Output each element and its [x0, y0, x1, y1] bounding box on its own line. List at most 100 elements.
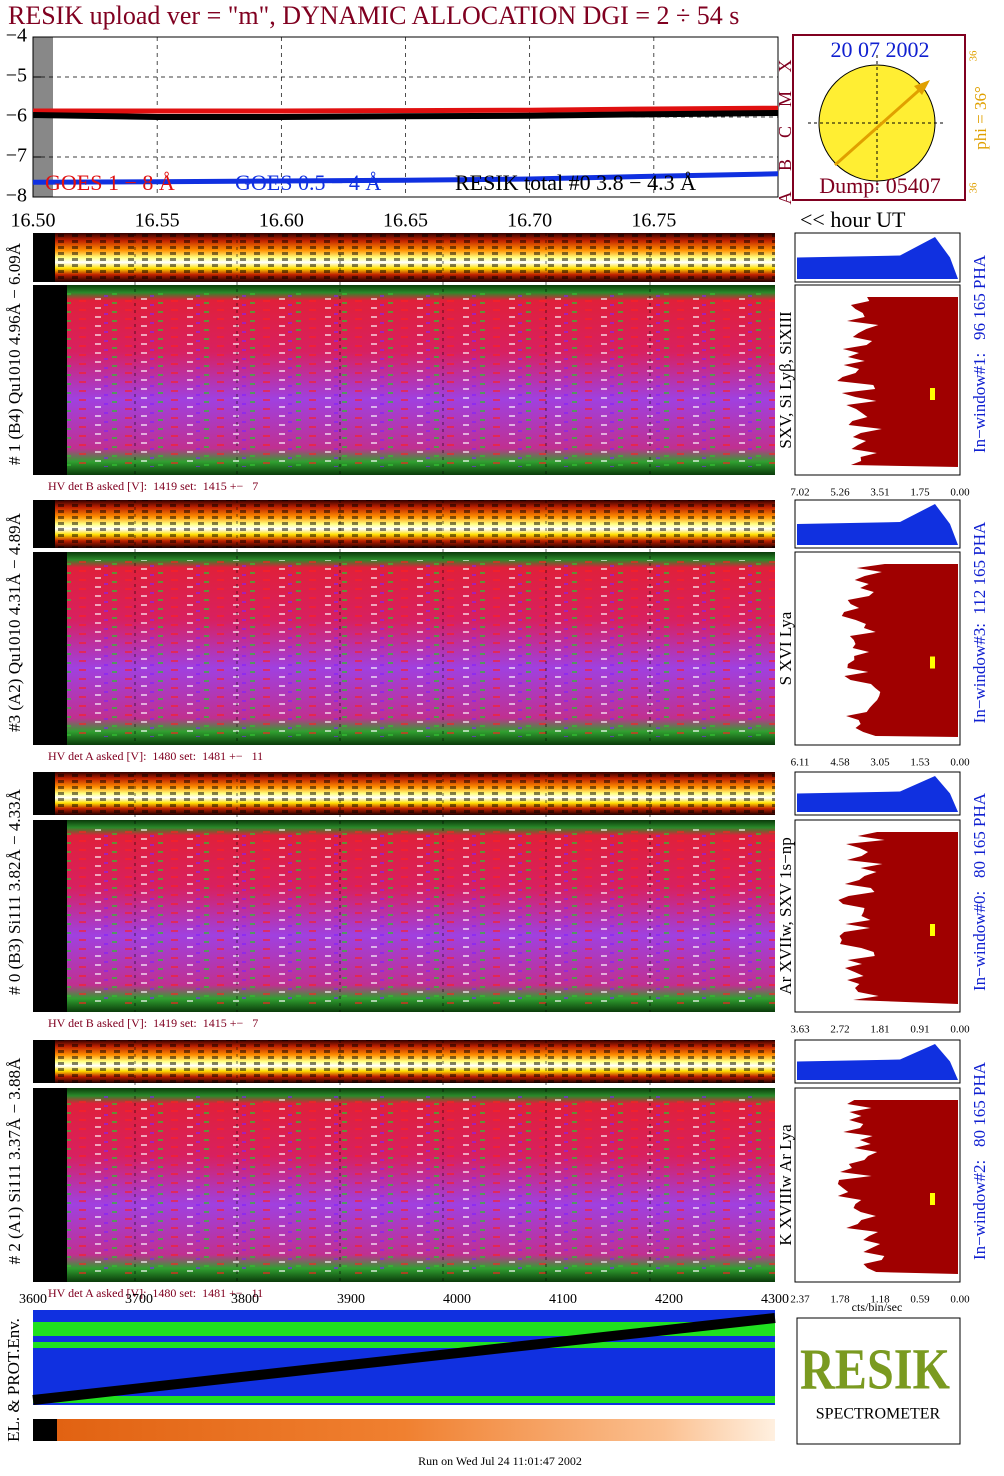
env-band [33, 1396, 775, 1403]
hist-area [837, 297, 958, 467]
x-tick-label: 16.65 [383, 210, 428, 232]
blank [33, 233, 55, 282]
hist-tick: 2.72 [830, 1024, 849, 1036]
hv-label: HV det A asked [V]: 1480 set: 1481 +− 11 [48, 749, 263, 763]
pha-profile [797, 504, 958, 545]
env-black [33, 1419, 57, 1441]
hist-tick: 0.00 [950, 487, 970, 499]
logo-name: RESIK [800, 1336, 950, 1401]
env-tick: 3900 [337, 1292, 365, 1307]
hist-area [838, 832, 958, 1004]
y-tick-label: −6 [6, 105, 27, 127]
footer: Run on Wed Jul 24 11:01:47 2002 [418, 1454, 582, 1468]
spectrogram-texture [67, 828, 775, 1004]
date: 20 07 2002 [831, 37, 930, 62]
hist-tick: 0.00 [950, 1024, 970, 1036]
x-tick-label: 16.70 [507, 210, 552, 232]
window-label: In−window#0: 80 165 PHA [970, 792, 989, 991]
hist-tick: 1.75 [910, 487, 930, 499]
series-line [33, 105, 779, 114]
blank [33, 500, 55, 548]
hv-label: HV det A asked [V]: 1480 set: 1481 +− 11 [48, 1286, 263, 1300]
channel-label: # 0 (B3) Si111 3.82Å − 4.33Å [5, 788, 24, 994]
spectrogram-texture [67, 293, 775, 467]
y-tick-label: −7 [6, 145, 27, 167]
hist-marker [930, 924, 935, 936]
channel-label: #3 (A2) Qu1010 4.31Å − 4.89Å [5, 512, 24, 731]
series-line [32, 171, 779, 185]
flare-class: A [775, 192, 795, 205]
phi: phi = 36° [971, 86, 990, 150]
window-label: In−window#2: 80 165 PHA [970, 1061, 989, 1260]
flare-class: X [775, 60, 795, 73]
spectrogram-texture [67, 560, 775, 737]
x-tick-label: 16.60 [259, 210, 304, 232]
x-tick-label: 16.75 [631, 210, 676, 232]
env-tick: 4300 [761, 1292, 789, 1307]
y-tick-label: −5 [6, 65, 27, 87]
line-label: K XVIIIw Ar Lya [776, 1124, 795, 1246]
blank [33, 285, 67, 475]
dump: Dump: 05407 [819, 173, 941, 198]
env-line [32, 1313, 776, 1405]
channel-label: # 1 (B4) Qu1010 4.96Å − 6.09Å [5, 242, 24, 465]
blank [33, 1040, 55, 1083]
hist-tick: 1.53 [910, 757, 930, 769]
sun-arrow [834, 83, 926, 167]
hist-tick: 3.63 [790, 1024, 810, 1036]
top-strip-texture [33, 233, 775, 282]
phi-bottom: 36 [968, 182, 980, 194]
blank [33, 772, 55, 815]
pha-profile [797, 776, 958, 812]
hist-marker [930, 656, 935, 669]
hv-label: HV det B asked [V]: 1419 set: 1415 +− 7 [48, 1016, 258, 1030]
legend-entry: GOES 1 − 8 Å [45, 170, 175, 195]
env-band [33, 1322, 775, 1336]
hist-tick: 7.02 [790, 487, 809, 499]
top-strip-texture [33, 500, 775, 548]
flare-class: C [775, 126, 795, 138]
hist-tick: 3.05 [870, 757, 890, 769]
logo-sub: SPECTROMETER [816, 1406, 941, 1423]
logo-box [796, 1317, 961, 1445]
phi-top: 36 [968, 50, 980, 62]
env-tick: 4100 [549, 1292, 577, 1307]
hist-area [837, 1100, 958, 1274]
y-tick-label: −4 [6, 25, 27, 47]
env-tick: 3700 [125, 1292, 153, 1307]
sun-arrowhead [914, 80, 930, 95]
spectrogram-texture [67, 1096, 775, 1274]
channel-label: # 2 (A1) Si111 3.37Å − 3.88Å [5, 1057, 24, 1264]
blank [33, 552, 67, 745]
hist-tick: 1.81 [870, 1024, 889, 1036]
window-label: In−window#3: 112 165 PHA [970, 521, 989, 723]
hist-tick: 0.00 [950, 1294, 970, 1306]
series-line [32, 110, 779, 120]
top-strip-texture [33, 772, 775, 815]
env-tick: 4000 [443, 1292, 471, 1307]
x-tick-label: 16.55 [135, 210, 180, 232]
hv-label: HV det B asked [V]: 1419 set: 1415 +− 7 [48, 479, 258, 493]
x-axis-label: << hour UT [800, 207, 906, 232]
env-tick: 3800 [231, 1292, 259, 1307]
hist-marker [930, 1193, 935, 1205]
hist-tick: 1.18 [870, 1294, 890, 1306]
hist-tick: 0.91 [910, 1024, 929, 1036]
flare-class: B [775, 159, 795, 171]
x-tick-label: 16.50 [11, 210, 56, 232]
hist-tick: 0.00 [950, 757, 970, 769]
page-title: RESIK upload ver = "m", DYNAMIC ALLOCATI… [8, 1, 739, 30]
hist-tick: 1.78 [830, 1294, 850, 1306]
env-tick: 4200 [655, 1292, 683, 1307]
window-label: In−window#1: 96 165 PHA [970, 254, 989, 453]
pha-profile [797, 1044, 958, 1080]
env-label: EL. & PROT.Env. [4, 1318, 23, 1442]
hist-area [841, 564, 958, 737]
hist-tick: 5.26 [830, 487, 850, 499]
hist-tick: 4.58 [830, 757, 850, 769]
legend-entry: RESIK total #0 3.8 − 4.3 Å [455, 170, 696, 195]
hist-tick: 6.11 [791, 757, 810, 769]
top-strip-texture [33, 1040, 775, 1083]
flare-class: M [775, 91, 795, 107]
